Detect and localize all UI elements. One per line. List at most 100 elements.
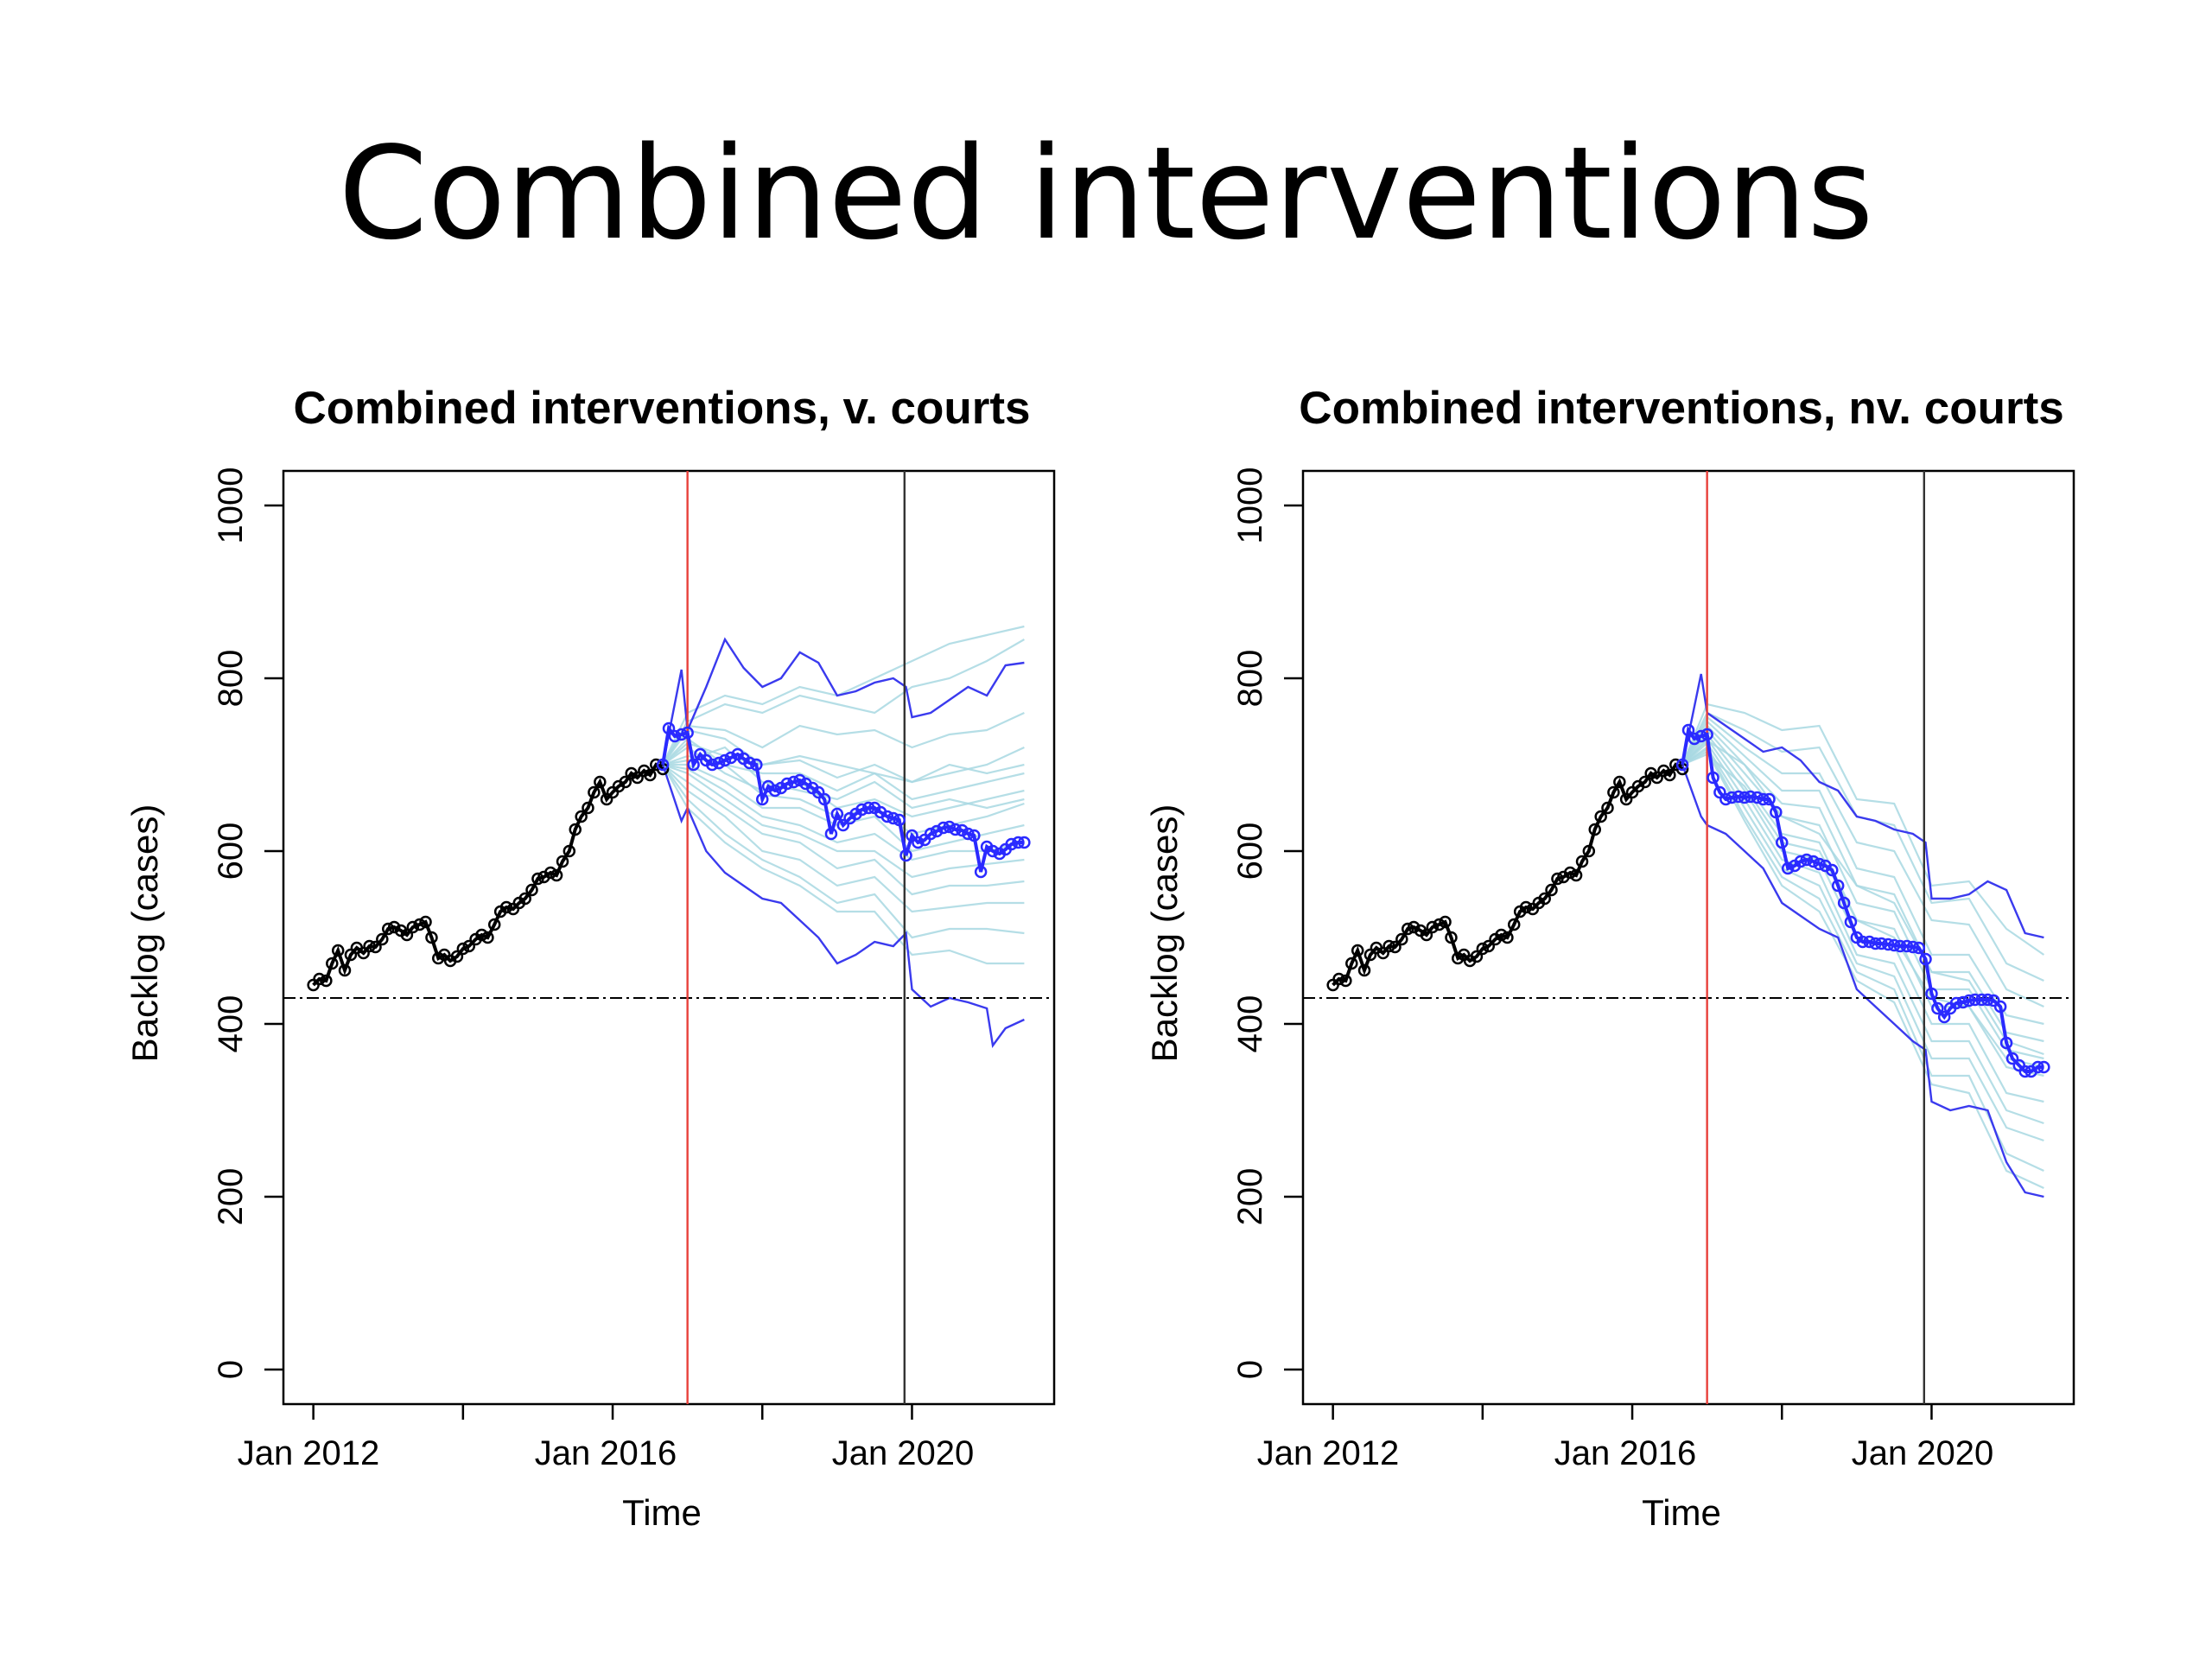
observed-point: [588, 785, 601, 799]
median-point: [1770, 805, 1783, 819]
median-point: [756, 792, 769, 806]
observed-point: [419, 915, 432, 929]
x-tick-label: Jan 2016: [535, 1434, 677, 1472]
median-point: [817, 792, 831, 806]
simulation-line: [662, 764, 1025, 913]
median-point: [1781, 861, 1795, 875]
observed-point: [1613, 775, 1626, 789]
median-point: [899, 849, 912, 862]
median-point: [1925, 987, 1938, 1001]
median-point: [705, 758, 719, 772]
median-point: [1906, 940, 1920, 954]
observed-point: [1389, 940, 1402, 954]
observed-point: [462, 939, 476, 953]
observed-point: [1470, 950, 1484, 963]
observed-point: [619, 775, 632, 789]
median-point: [1981, 993, 1994, 1007]
median-point: [1887, 938, 1901, 952]
median-point: [1869, 937, 1882, 950]
median-point: [1893, 939, 1907, 953]
observed-point: [387, 920, 401, 934]
median-point: [675, 728, 688, 741]
median-point: [2031, 1060, 2044, 1074]
x-tick-label: Jan 2020: [832, 1434, 975, 1472]
observed-point: [1545, 883, 1558, 897]
median-point: [1856, 935, 1870, 949]
median-point: [1881, 938, 1895, 951]
observed-point: [1339, 974, 1352, 988]
simulation-line: [1681, 737, 2044, 1103]
observed-point: [525, 883, 538, 897]
observed-point: [1357, 963, 1371, 977]
observed-point: [1538, 892, 1551, 906]
observed-point: [369, 940, 382, 954]
median-point: [968, 829, 981, 842]
observed-point: [381, 922, 395, 936]
median-point: [750, 758, 763, 772]
median-point: [855, 803, 868, 817]
median-point: [662, 721, 676, 735]
observed-point: [550, 868, 563, 882]
simulation-line: [1681, 747, 2044, 1172]
observed-point: [481, 931, 494, 944]
median-point: [2005, 1052, 2019, 1065]
observed-point: [582, 801, 594, 815]
median-point: [1738, 791, 1751, 804]
median-point: [1776, 836, 1789, 849]
observed-point: [1638, 775, 1652, 789]
chart-title: Combined interventions, nv. courts: [1299, 383, 2063, 434]
simulation-line: [662, 763, 1025, 879]
observed-point: [331, 944, 345, 957]
observed-point: [1569, 868, 1583, 882]
median-point: [1975, 993, 1988, 1007]
simulation-line: [1681, 728, 2044, 1060]
observed-point: [563, 844, 576, 858]
simulation-line: [1681, 746, 2044, 1142]
observed-point: [320, 974, 333, 988]
observed-point: [1551, 872, 1564, 886]
observed-point: [1476, 942, 1490, 956]
median-point: [1912, 941, 1925, 955]
median-point: [836, 818, 850, 832]
observed-point: [569, 823, 582, 836]
median-point: [1757, 792, 1770, 806]
observed-point: [450, 950, 464, 963]
y-tick-label: 200: [1231, 1168, 1269, 1226]
median-point: [1999, 1036, 2013, 1050]
median-point: [824, 827, 838, 841]
y-tick-label: 400: [212, 995, 250, 1053]
observed-point: [1501, 931, 1514, 944]
simulation-line: [662, 764, 1025, 939]
median-point: [1694, 729, 1707, 743]
y-tick-label: 400: [1231, 995, 1269, 1053]
observed-point: [376, 932, 389, 946]
median-point: [1813, 857, 1826, 871]
median-point: [949, 823, 962, 836]
median-line: [1681, 725, 2044, 1073]
median-point: [1681, 723, 1695, 737]
y-tick-labels: 0 200 400 600 800 1000: [212, 467, 250, 1380]
observed-point: [1407, 920, 1421, 934]
observed-point: [1594, 810, 1607, 823]
median-point: [1956, 995, 1970, 1009]
y-tick-label: 200: [212, 1168, 250, 1226]
observed-point: [1351, 944, 1364, 957]
median-point: [1900, 939, 1914, 953]
median-point: [712, 756, 726, 770]
simulation-line: [662, 746, 1025, 810]
y-tick-label: 600: [212, 823, 250, 880]
median-point: [1725, 791, 1738, 804]
observed-point: [1382, 939, 1395, 953]
median-point: [718, 753, 732, 767]
median-point: [1763, 792, 1776, 806]
observed-point: [594, 775, 607, 789]
observed-point: [1588, 823, 1601, 836]
observed-point: [1563, 866, 1577, 880]
median-point: [687, 758, 700, 772]
y-axis-label: Backlog (cases): [1144, 804, 1185, 1063]
median-point: [787, 775, 800, 789]
median-point: [1807, 855, 1820, 868]
simulation-line: [662, 639, 1025, 766]
observed-point: [1332, 972, 1345, 986]
observed-point: [556, 855, 569, 868]
